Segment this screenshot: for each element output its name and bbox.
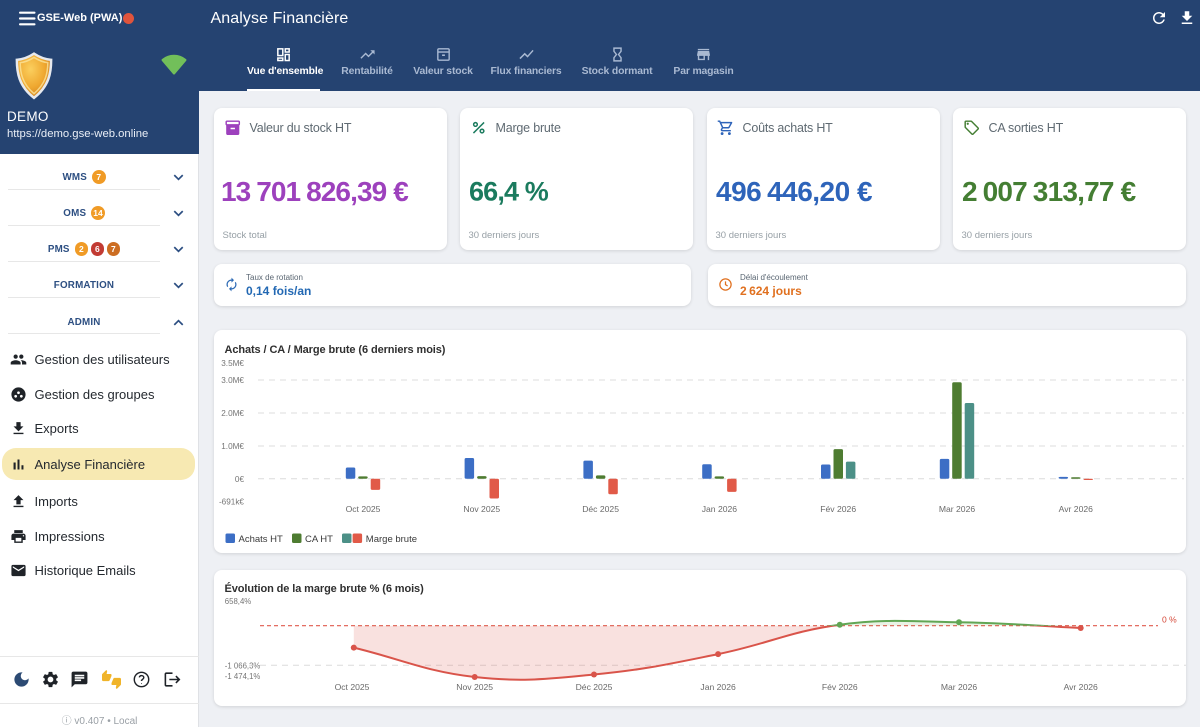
svg-text:Déc 2025: Déc 2025	[576, 682, 613, 692]
svg-text:CA HT: CA HT	[305, 534, 333, 545]
svg-text:Avr 2026: Avr 2026	[1064, 682, 1098, 692]
svg-text:Marge brute: Marge brute	[366, 534, 417, 545]
svg-text:0€: 0€	[235, 475, 245, 484]
svg-text:Jan 2026: Jan 2026	[700, 682, 736, 692]
svg-text:Nov 2025: Nov 2025	[463, 504, 500, 514]
svg-text:658,4%: 658,4%	[225, 597, 252, 606]
svg-text:-1 066,3%: -1 066,3%	[225, 661, 261, 670]
svg-text:Mar 2026: Mar 2026	[941, 682, 978, 692]
svg-text:2.0M€: 2.0M€	[221, 409, 244, 418]
svg-text:Achats / CA / Marge brute (6 d: Achats / CA / Marge brute (6 derniers mo…	[225, 344, 446, 356]
svg-text:3.0M€: 3.0M€	[221, 376, 244, 385]
svg-text:Fév 2026: Fév 2026	[820, 504, 856, 514]
svg-text:Oct 2025: Oct 2025	[346, 504, 381, 514]
svg-text:Fév 2026: Fév 2026	[822, 682, 858, 692]
svg-text:-691k€: -691k€	[219, 497, 244, 506]
svg-text:Évolution de la marge brute %: Évolution de la marge brute % (6 mois)	[225, 582, 425, 595]
svg-text:Déc 2025: Déc 2025	[582, 504, 619, 514]
svg-text:Avr 2026: Avr 2026	[1059, 504, 1093, 514]
svg-text:Oct 2025: Oct 2025	[335, 682, 370, 692]
svg-text:Jan 2026: Jan 2026	[702, 504, 738, 514]
svg-text:Nov 2025: Nov 2025	[456, 682, 493, 692]
svg-text:3.5M€: 3.5M€	[221, 359, 244, 368]
svg-text:1.0M€: 1.0M€	[221, 442, 244, 451]
svg-text:Mar 2026: Mar 2026	[939, 504, 976, 514]
svg-text:Achats HT: Achats HT	[239, 534, 284, 545]
svg-text:0 %: 0 %	[1162, 615, 1177, 625]
svg-text:-1 474,1%: -1 474,1%	[225, 672, 261, 681]
